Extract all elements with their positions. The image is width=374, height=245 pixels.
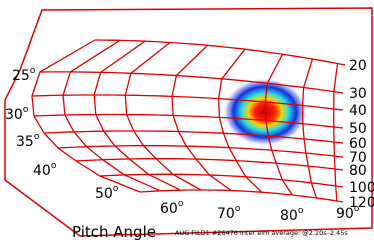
gyroradius-label: 20	[349, 58, 367, 74]
pitch-angle-line	[264, 53, 293, 196]
pitch-angle-line	[124, 41, 202, 191]
gyroradius-label: 100	[349, 180, 374, 196]
gyroradius-label: 30	[349, 86, 367, 102]
pitch-angle-label: 25	[12, 68, 30, 84]
gyroradius-label: 50	[349, 121, 367, 137]
gyroradius-line	[39, 71, 344, 94]
gyroradius-line	[94, 39, 346, 66]
pitch-angle-line	[301, 58, 318, 199]
pitch-angle-label: 40	[33, 163, 51, 179]
degree-mark: o	[23, 105, 29, 115]
pitch-angle-line	[31, 39, 141, 193]
gyroradius-label: 80	[349, 163, 367, 179]
pitch-angle-label: 30	[5, 107, 23, 123]
pitch-angle-line	[62, 39, 161, 192]
gyroradius-line	[99, 173, 344, 188]
pitch-angle-label: 90	[336, 206, 354, 222]
degree-mark: o	[51, 161, 57, 171]
gyroradius-line	[43, 130, 344, 144]
pitch-angle-label: 35	[16, 134, 34, 150]
gyroradius-label: 60	[349, 136, 367, 152]
pitch-angle-label: 60	[160, 201, 178, 217]
degree-mark: o	[178, 199, 184, 209]
gyroradius-line	[33, 113, 344, 129]
degree-mark: o	[354, 204, 360, 214]
gyroradius-line	[57, 145, 344, 158]
caption: AUG FILD1 #26476 inter elm average: @2.2…	[175, 229, 348, 237]
pitch-angle-line	[217, 48, 263, 193]
degree-mark: o	[235, 204, 241, 214]
axis-title: Pitch Angle	[72, 223, 156, 241]
gyroradius-label: 120	[349, 195, 374, 211]
pitch-angle-label: 70	[217, 206, 235, 222]
gyroradius-line	[75, 158, 344, 171]
degree-mark: o	[34, 132, 40, 142]
gyroradius-label: 40	[349, 103, 367, 119]
gyroradius-line	[31, 94, 344, 111]
pitch-angle-line	[171, 44, 232, 192]
gyroradius-label: 70	[349, 150, 367, 166]
detector-outline	[4, 7, 373, 237]
degree-mark: o	[113, 184, 119, 194]
pitch-angle-label: 50	[95, 186, 113, 202]
pitch-angle-line	[333, 63, 339, 202]
strike-map-grid	[31, 39, 346, 203]
degree-mark: o	[298, 206, 304, 216]
degree-mark: o	[30, 66, 36, 76]
gyroradius-line	[139, 189, 344, 203]
pitch-angle-line	[93, 40, 181, 191]
pitch-angle-label: 80	[280, 208, 298, 224]
